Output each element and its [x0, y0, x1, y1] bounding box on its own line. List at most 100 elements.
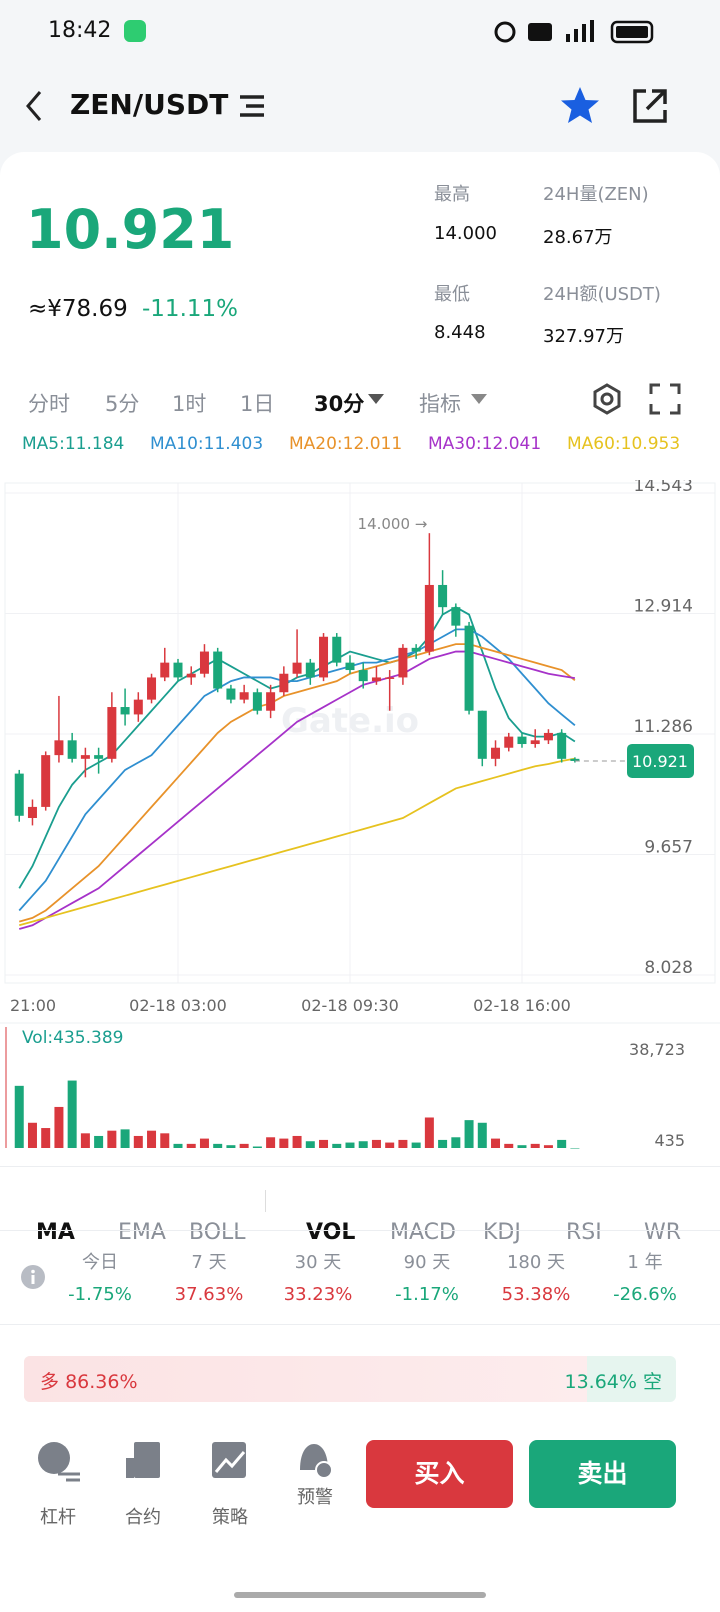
ma-legend: MA20:12.011	[289, 434, 403, 454]
indicator-menu[interactable]: 指标	[419, 392, 461, 416]
sentiment-bar	[24, 1356, 676, 1402]
indicator-tab[interactable]: WR	[644, 1220, 682, 1245]
candle-body	[358, 670, 368, 682]
volume-bar	[266, 1137, 276, 1148]
candle-body	[41, 755, 51, 807]
volume-bar	[80, 1133, 90, 1148]
y-tick-label: 9.657	[644, 837, 693, 857]
candle-body	[305, 662, 315, 678]
sell-button[interactable]: 卖出	[529, 1440, 676, 1508]
candle-body	[451, 607, 461, 626]
max-label: 14.000 →	[358, 515, 428, 533]
nav-label[interactable]: 杠杆	[40, 1507, 76, 1528]
x-tick-label: 02-18 16:00	[473, 996, 571, 1015]
nav-label[interactable]: 预警	[297, 1487, 333, 1508]
nav-icon	[300, 1444, 333, 1479]
period-label: 30 天	[294, 1252, 342, 1273]
ma-line	[18, 628, 576, 912]
change-pct: -11.11%	[142, 296, 238, 322]
y-tick-label: 11.286	[634, 717, 693, 737]
candle-body	[239, 692, 249, 700]
volume-label: Vol:435.389	[22, 1028, 123, 1048]
volume-bar	[213, 1143, 223, 1148]
fullscreen-icon[interactable]	[648, 382, 682, 416]
indicator-tab[interactable]: MA	[36, 1220, 75, 1245]
volume-bar	[398, 1139, 408, 1148]
indicator-tab[interactable]: VOL	[306, 1220, 356, 1245]
volume-bar	[199, 1138, 209, 1148]
volume-bar	[358, 1141, 368, 1148]
candle-body	[266, 692, 276, 711]
indicator-tab[interactable]: MACD	[390, 1220, 456, 1245]
nav-icon	[212, 1442, 246, 1478]
y-tick-label: 14.543	[634, 480, 693, 496]
stat-label: 最低	[434, 284, 470, 305]
volume-bar	[186, 1143, 196, 1148]
long-text: 多 86.36%	[40, 1367, 138, 1394]
interval-tab[interactable]: 5分	[105, 392, 140, 416]
volume-bar	[147, 1130, 157, 1148]
info-icon[interactable]	[20, 1264, 46, 1290]
indicator-tab[interactable]: KDJ	[483, 1220, 521, 1245]
candle-body	[252, 692, 262, 711]
cny-price: ≈¥78.69	[28, 296, 128, 322]
y-tick-label: 8.028	[644, 958, 693, 978]
period-label: 7 天	[191, 1252, 227, 1273]
favorite-star[interactable]	[558, 84, 602, 128]
volume-bar	[54, 1106, 64, 1148]
indicator-tab[interactable]: EMA	[118, 1220, 166, 1245]
divider	[0, 1324, 720, 1325]
candle-body	[279, 673, 289, 693]
candle-body	[464, 625, 474, 711]
volume-bar	[543, 1145, 553, 1148]
x-tick-label: 02-18 09:30	[301, 996, 399, 1015]
stat-label: 24H额(USDT)	[543, 284, 661, 305]
period-change: -1.17%	[395, 1284, 459, 1305]
candle-body	[67, 740, 77, 759]
menu-icon[interactable]	[238, 92, 268, 122]
volume-bar	[385, 1142, 395, 1148]
back-button[interactable]	[20, 86, 50, 126]
settings-icon[interactable]	[590, 382, 624, 416]
nav-label[interactable]: 策略	[212, 1507, 248, 1528]
long-share	[24, 1356, 588, 1402]
volume-bar	[557, 1139, 567, 1148]
ma-legend: MA30:12.041	[428, 434, 542, 454]
ma-line	[18, 650, 576, 930]
candle-body	[319, 636, 329, 678]
short-label: 空	[642, 1371, 662, 1393]
ma-line	[18, 757, 576, 927]
indicator-tab[interactable]: BOLL	[189, 1220, 246, 1245]
long-value: 86.36%	[65, 1371, 138, 1393]
kline-chart: Gate.io14.54312.91411.2869.6578.02821:00…	[0, 480, 720, 1150]
indicator-tab[interactable]: RSI	[566, 1220, 602, 1245]
interval-tab[interactable]: 1时	[172, 392, 207, 416]
nav-icon	[38, 1442, 80, 1482]
candle-body	[491, 747, 501, 759]
candle-body	[398, 647, 408, 678]
period-change: 33.23%	[283, 1284, 353, 1305]
share-icon[interactable]	[630, 86, 670, 126]
long-label: 多	[40, 1371, 60, 1393]
stat-label: 最高	[434, 184, 470, 205]
y-tick-label: 12.914	[634, 597, 693, 617]
short-value: 13.64%	[564, 1371, 637, 1393]
candle-body	[530, 740, 540, 745]
interval-tab[interactable]: 分时	[28, 392, 70, 416]
volume-bar	[411, 1142, 421, 1148]
volume-bar	[173, 1143, 183, 1148]
nav-label[interactable]: 合约	[125, 1507, 161, 1528]
pair-title[interactable]: ZEN/USDT	[70, 88, 229, 121]
interval-tab-active[interactable]: 30分	[314, 392, 365, 416]
volume-tick-label: 38,723	[629, 1040, 685, 1059]
volume-bar	[94, 1135, 104, 1148]
candle-body	[371, 677, 381, 682]
period-change: -26.6%	[613, 1284, 677, 1305]
divider	[0, 1230, 720, 1231]
volume-bar	[226, 1145, 236, 1148]
clock: 18:42	[48, 18, 112, 43]
buy-button[interactable]: 买入	[366, 1440, 513, 1508]
interval-tab[interactable]: 1日	[240, 392, 275, 416]
volume-bar	[517, 1145, 527, 1148]
last-price: 10.921	[26, 198, 235, 261]
